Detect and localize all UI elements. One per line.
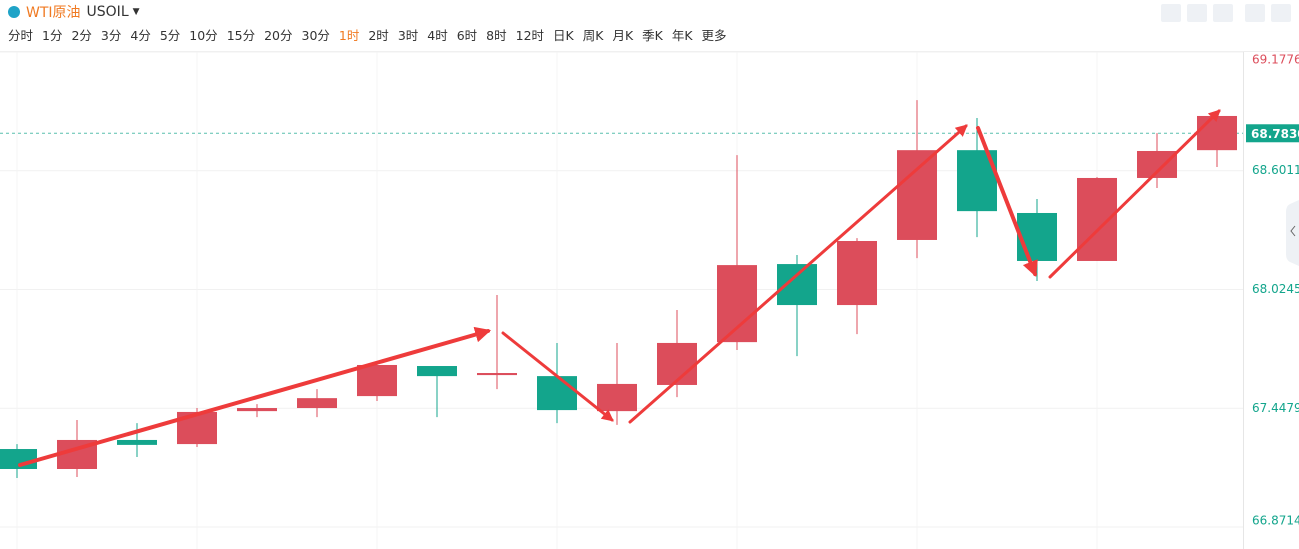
- period-tab[interactable]: 15分: [226, 28, 256, 43]
- arrow: [976, 126, 1038, 277]
- candle-body: [837, 240, 877, 306]
- y-tick-label: 66.8714: [1252, 514, 1299, 528]
- period-tab[interactable]: 3时: [397, 28, 419, 43]
- current-price-box: [1246, 124, 1299, 143]
- period-tab[interactable]: 季K: [642, 28, 663, 43]
- arrow: [18, 326, 492, 467]
- period-tab[interactable]: 10分: [189, 28, 218, 43]
- y-tick-label: 67.4479: [1252, 401, 1299, 415]
- period-tab[interactable]: 年K: [671, 28, 693, 43]
- candle-body: [597, 383, 637, 412]
- arrow: [501, 331, 614, 422]
- period-tab[interactable]: 1时: [338, 28, 360, 43]
- period-tab[interactable]: 2时: [368, 28, 389, 43]
- period-tab[interactable]: 分时: [8, 28, 34, 43]
- period-tab[interactable]: 3分: [100, 28, 122, 43]
- tool-button[interactable]: [1213, 4, 1233, 22]
- period-tab[interactable]: 6时: [456, 28, 478, 43]
- tool-button[interactable]: [1187, 4, 1207, 22]
- candle-body: [1197, 115, 1237, 151]
- dropdown-caret[interactable]: ▼: [132, 7, 140, 17]
- candle-body: [537, 376, 577, 411]
- candle-body: [657, 342, 697, 385]
- period-tab[interactable]: 30分: [301, 28, 330, 43]
- candle-body: [1077, 177, 1117, 261]
- candle-body: [297, 398, 337, 409]
- current-price-label: 68.7830: [1251, 127, 1299, 141]
- logo: [8, 6, 20, 18]
- symbol-header: WTI原油 USOIL ▼: [8, 2, 140, 22]
- period-tab[interactable]: 2分: [71, 28, 92, 43]
- candle-body: [897, 150, 937, 240]
- candle-body: [417, 366, 457, 377]
- candle-body: [477, 373, 517, 376]
- symbol[interactable]: USOIL: [86, 4, 129, 20]
- toolbar: [1155, 4, 1291, 22]
- period-tab[interactable]: 20分: [264, 28, 293, 43]
- tool-button[interactable]: [1245, 4, 1265, 22]
- y-tick-label: 68.6011: [1252, 163, 1299, 177]
- period-bar: 分时 1分 2分 3分 4分 5分 10分 15分 20分 30分 1时 2时 3时 4时 6时 8时 12时日…: [8, 25, 736, 44]
- y-tick-label: 69.1776: [1252, 53, 1299, 67]
- candle-body: [357, 364, 397, 397]
- candle-body: [777, 264, 817, 306]
- title: WTI原油: [26, 5, 81, 21]
- y-tick-label: 68.0245: [1252, 282, 1299, 296]
- period-tab[interactable]: 月K: [612, 28, 634, 43]
- period-tab[interactable]: 1分: [42, 28, 63, 43]
- period-tab[interactable]: 8时: [486, 28, 507, 43]
- plot-area: 66.8714 67.4479 68.0245 68.6011 69.1776: [0, 51, 1299, 549]
- period-tab[interactable]: 4时: [427, 28, 448, 43]
- tool-button[interactable]: [1161, 4, 1181, 22]
- arrow: [628, 124, 968, 424]
- tool-button[interactable]: [1271, 4, 1291, 22]
- period-tab[interactable]: 周K: [582, 28, 604, 43]
- period-tab[interactable]: 更多: [701, 28, 727, 43]
- collapse-icon: [1290, 225, 1296, 237]
- period-tab[interactable]: 4分: [130, 28, 151, 43]
- arrow: [1048, 109, 1221, 279]
- period-tab[interactable]: 日K: [553, 28, 574, 43]
- candle-body: [117, 439, 157, 445]
- trend-arrows: [18, 109, 1221, 467]
- period-tab[interactable]: 5分: [159, 28, 181, 43]
- candle-body: [1017, 212, 1057, 261]
- period-tab[interactable]: 12时: [515, 28, 545, 43]
- candle-body: [717, 265, 757, 343]
- candle-body: [237, 408, 277, 412]
